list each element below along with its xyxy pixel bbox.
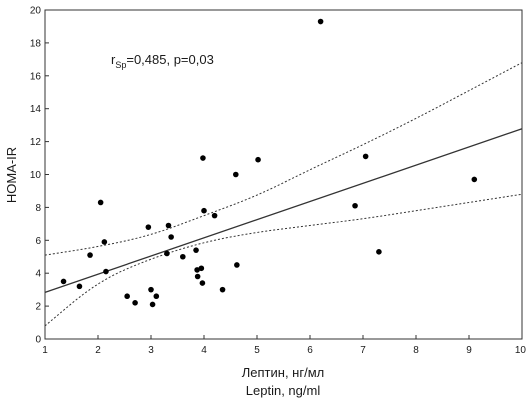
data-point: [148, 286, 154, 293]
x-tick-label: 9: [466, 345, 472, 356]
regression-line-path: [44, 128, 523, 293]
data-point: [164, 250, 170, 257]
data-point: [101, 239, 108, 245]
x-tick-label: 1: [42, 345, 48, 356]
y-tick-label: 4: [35, 269, 41, 280]
confidence-band: [44, 62, 523, 327]
data-point: [211, 212, 218, 219]
data-point: [200, 155, 206, 161]
data-point: [149, 301, 156, 308]
data-point: [199, 280, 206, 286]
data-point: [234, 262, 240, 268]
x-axis-title-ru: Лептин, нг/мл: [242, 365, 324, 380]
data-point: [145, 224, 152, 230]
data-point: [97, 199, 104, 206]
data-point: [180, 253, 186, 260]
data-point: [87, 252, 93, 258]
data-point: [352, 202, 358, 209]
data-point: [124, 293, 130, 300]
y-axis-title: HOMA-IR: [4, 147, 19, 203]
y-tick-label: 10: [30, 170, 42, 181]
y-tick-label: 0: [35, 335, 41, 346]
data-point: [201, 207, 207, 214]
data-point: [193, 247, 199, 253]
y-tick-label: 14: [30, 104, 42, 115]
y-tick-label: 20: [30, 6, 42, 17]
x-tick-label: 6: [307, 345, 313, 356]
data-point: [233, 171, 239, 178]
x-tick-label: 2: [95, 345, 101, 356]
confidence-upper-curve: [44, 62, 523, 256]
data-point: [194, 273, 201, 280]
y-tick-label: 16: [30, 71, 42, 82]
x-tick-label: 4: [201, 345, 207, 356]
data-point: [60, 278, 67, 285]
y-tick-label: 18: [30, 38, 42, 49]
x-tick-label: 10: [515, 345, 527, 356]
y-axis: 0 2 4 6 8 10 12 14 16 18 20: [30, 6, 49, 346]
regression-line: [44, 128, 523, 293]
data-point: [471, 176, 478, 183]
data-point: [198, 265, 205, 272]
y-tick-label: 8: [35, 203, 41, 214]
data-point: [168, 234, 174, 240]
x-tick-label: 3: [148, 345, 154, 356]
data-point: [153, 293, 160, 300]
y-tick-label: 2: [35, 302, 41, 313]
y-tick-label: 6: [35, 236, 41, 247]
data-point: [76, 283, 83, 290]
x-tick-label: 8: [413, 345, 419, 356]
data-point: [194, 267, 200, 273]
data-point: [255, 156, 261, 163]
x-axis: 1 2 3 4 5 6 7 8 9 10: [42, 335, 526, 356]
x-tick-label: 5: [254, 345, 260, 356]
confidence-lower-curve: [44, 193, 523, 327]
data-point: [219, 286, 226, 293]
data-point: [165, 222, 172, 229]
data-point: [376, 249, 382, 255]
data-point: [362, 153, 369, 160]
data-point: [132, 300, 138, 306]
correlation-annotation: rSp=0,485, p=0,03: [111, 52, 214, 70]
data-points: [60, 18, 478, 308]
data-point: [103, 268, 109, 275]
x-axis-title-en: Leptin, ng/ml: [246, 383, 321, 398]
x-tick-label: 7: [360, 345, 366, 356]
data-point: [317, 18, 324, 25]
y-tick-label: 12: [30, 137, 42, 148]
